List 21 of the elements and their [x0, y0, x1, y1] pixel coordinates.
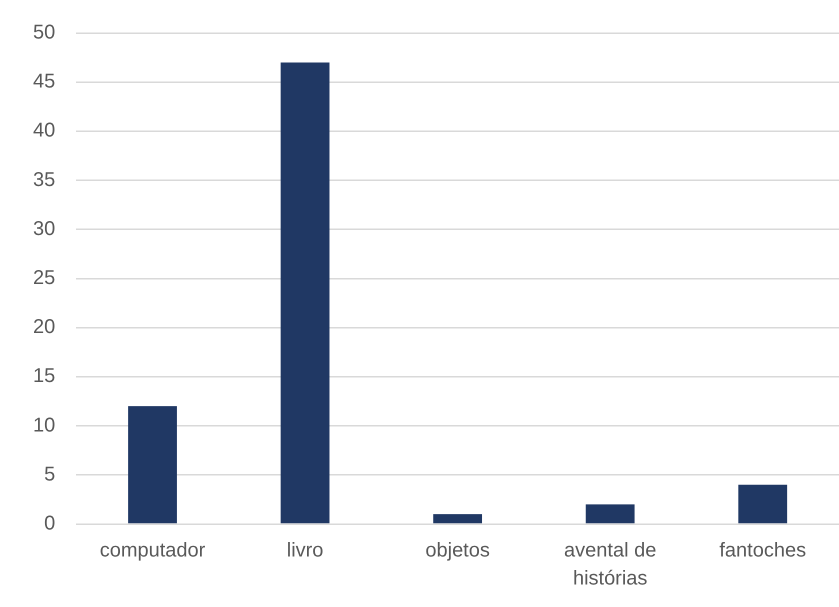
y-tick-label: 15 [32, 365, 56, 388]
y-tick-label: 20 [32, 316, 56, 338]
y-tick-label: 25 [32, 267, 56, 290]
bar [738, 484, 788, 524]
y-tick-label: 35 [32, 168, 56, 191]
x-tick-label: objetos [425, 540, 490, 562]
x-tick-label: computador [100, 540, 206, 562]
bar [433, 514, 482, 524]
y-tick-label: 40 [32, 120, 56, 142]
bar [280, 62, 330, 524]
y-tick-label: 10 [32, 414, 56, 436]
y-tick-label: 50 [32, 22, 56, 44]
y-tick-label: 5 [44, 463, 56, 486]
bar [586, 504, 635, 524]
x-tick-label: avental de histórias [564, 540, 656, 590]
y-tick-label: 30 [32, 218, 56, 240]
y-tick-label: 45 [32, 70, 56, 93]
x-tick-label: fantoches [719, 540, 806, 562]
x-tick-label: livro [286, 540, 324, 562]
bar [128, 406, 177, 524]
y-tick-label: 0 [44, 512, 56, 535]
